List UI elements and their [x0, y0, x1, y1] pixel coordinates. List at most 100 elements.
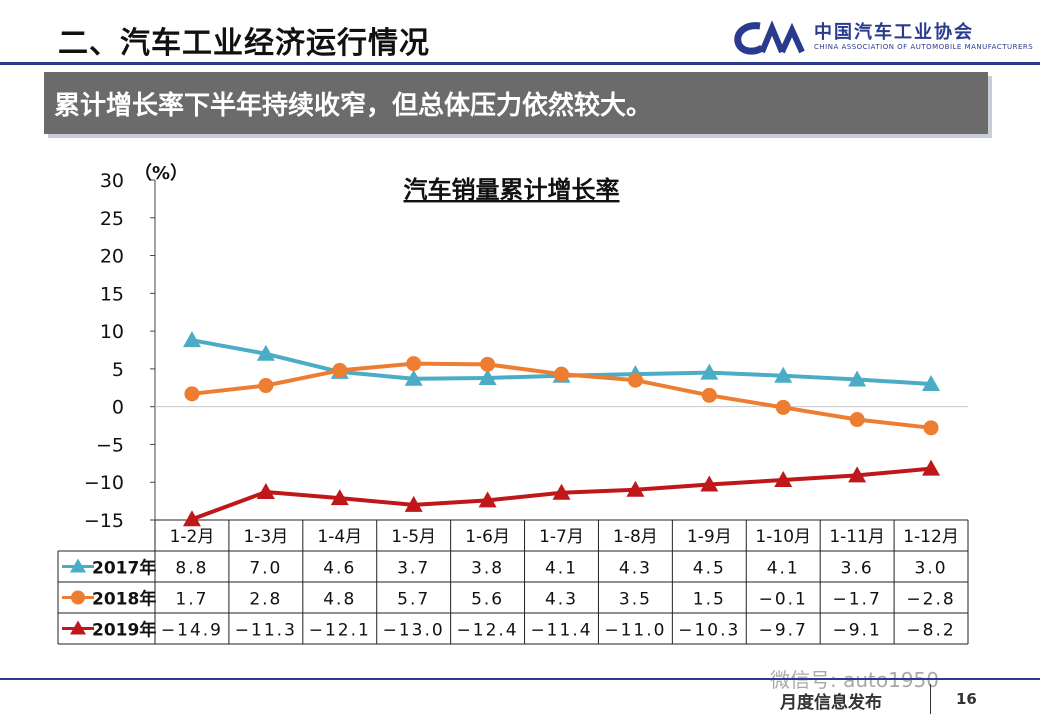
x-category-label: 1-10月 [755, 527, 811, 547]
y-tick-label: 5 [112, 359, 124, 381]
table-cell-value: 5.7 [397, 590, 430, 610]
legend-marker-triangle [70, 558, 86, 573]
data-point-triangle [404, 495, 423, 512]
data-point-triangle [404, 369, 423, 386]
table-cell-value: 4.8 [323, 590, 356, 610]
table-cell-value: −2.8 [906, 590, 955, 610]
data-point-triangle [478, 491, 497, 508]
x-category-label: 1-11月 [829, 527, 885, 547]
table-cell-value: −13.0 [383, 621, 445, 641]
x-category-label: 1-8月 [613, 527, 658, 547]
table-cell-value: −12.4 [457, 621, 519, 641]
x-category-label: 1-3月 [243, 527, 288, 547]
data-point-circle [849, 412, 865, 428]
page-number: 16 [956, 690, 977, 708]
table-cell-value: 4.3 [545, 590, 578, 610]
table-cell-value: −1.7 [832, 590, 881, 610]
table-cell-value: 1.5 [693, 590, 726, 610]
table-cell-value: 5.6 [471, 590, 504, 610]
x-category-label: 1-2月 [170, 527, 215, 547]
footer-separator [930, 684, 931, 714]
table-cell-value: −0.1 [759, 590, 808, 610]
y-axis-unit: （%） [134, 163, 188, 184]
x-category-label: 1-12月 [903, 527, 959, 547]
table-cell-value: −11.3 [235, 621, 297, 641]
y-tick-label: 15 [100, 283, 124, 305]
growth-rate-chart: 汽车销量累计增长率 30 25 20 15 10 5 0 −5 −10 −15 （%） 1-2月 1-… [57, 163, 969, 645]
table-cell-value: −8.2 [906, 621, 955, 641]
table-cell-value: −9.7 [759, 621, 808, 641]
logo-english-name: CHINA ASSOCIATION OF AUTOMOBILE MANUFACT… [814, 43, 1034, 51]
x-category-label: 1-5月 [391, 527, 436, 547]
chart-title: 汽车销量累计增长率 [404, 176, 620, 204]
y-tick-label: 25 [100, 208, 124, 230]
x-category-label: 1-9月 [687, 527, 732, 547]
data-point-triangle [700, 363, 719, 380]
summary-banner: 累计增长率下半年持续收窄，但总体压力依然较大。 [44, 72, 988, 134]
legend-marker-circle [71, 590, 85, 605]
data-point-circle [701, 387, 717, 403]
legend-series-name: 2018年 [92, 589, 156, 610]
table-cell-value: −10.3 [678, 621, 740, 641]
data-point-triangle [922, 459, 941, 476]
watermark-text: 微信号: auto1950 [770, 668, 940, 692]
table-cell-value: −14.9 [161, 621, 223, 641]
logo-chinese-name: 中国汽车工业协会 [814, 22, 974, 43]
data-point-circle [406, 356, 422, 372]
data-point-triangle [774, 366, 793, 383]
data-point-circle [332, 362, 348, 378]
table-cell-value: −12.1 [309, 621, 371, 641]
y-tick-label: 10 [100, 321, 124, 343]
y-tick-label: 0 [112, 397, 124, 419]
x-category-label: 1-4月 [317, 527, 362, 547]
header-divider [0, 62, 1040, 65]
association-logo: 中国汽车工业协会 CHINA ASSOCIATION OF AUTOMOBILE… [732, 16, 1034, 60]
y-tick-label: 20 [100, 246, 124, 268]
table-cell-value: −9.1 [832, 621, 881, 641]
y-tick-label: −15 [84, 510, 124, 532]
data-point-circle [775, 399, 791, 415]
data-point-circle [923, 420, 939, 436]
table-cell-value: 3.5 [619, 590, 652, 610]
data-point-triangle [848, 370, 867, 387]
legend-series-name: 2019年 [92, 620, 156, 641]
table-cell-value: 3.6 [841, 559, 874, 579]
table-cell-value: 4.1 [545, 559, 578, 579]
table-cell-value: −11.4 [530, 621, 592, 641]
data-point-triangle [848, 466, 867, 483]
y-tick-label: 30 [100, 170, 124, 192]
data-point-circle [258, 378, 274, 394]
y-tick-label: −5 [96, 434, 124, 456]
footer-label: 月度信息发布 [780, 693, 882, 713]
table-cell-value: 3.7 [397, 559, 430, 579]
summary-banner-text: 累计增长率下半年持续收窄，但总体压力依然较大。 [54, 91, 653, 121]
data-point-triangle [182, 510, 201, 527]
data-point-triangle [256, 344, 275, 361]
data-point-circle [184, 386, 200, 402]
data-point-circle [480, 356, 496, 372]
table-cell-value: 1.7 [175, 590, 208, 610]
data-point-triangle [182, 331, 201, 348]
table-cell-value: 4.5 [693, 559, 726, 579]
legend-marker-triangle [70, 620, 86, 635]
data-point-triangle [256, 483, 275, 500]
table-cell-value: 3.0 [915, 559, 948, 579]
data-point-triangle [922, 375, 941, 391]
x-category-label: 1-7月 [539, 527, 584, 547]
data-point-triangle [552, 483, 571, 500]
table-cell-value: 4.6 [323, 559, 356, 579]
table-cell-value: 4.3 [619, 559, 652, 579]
data-point-circle [627, 372, 643, 388]
page-title: 二、汽车工业经济运行情况 [58, 26, 430, 61]
table-cell-value: −11.0 [604, 621, 666, 641]
data-point-triangle [626, 480, 645, 497]
table-cell-value: 8.8 [175, 559, 208, 579]
table-cell-value: 2.8 [249, 590, 282, 610]
data-point-circle [554, 366, 569, 382]
data-point-triangle [774, 470, 793, 487]
y-tick-label: −10 [84, 472, 124, 494]
table-cell-value: 4.1 [767, 559, 800, 579]
table-cell-value: 3.8 [471, 559, 504, 579]
caam-logo-mark [734, 20, 805, 55]
legend-series-name: 2017年 [92, 558, 156, 579]
